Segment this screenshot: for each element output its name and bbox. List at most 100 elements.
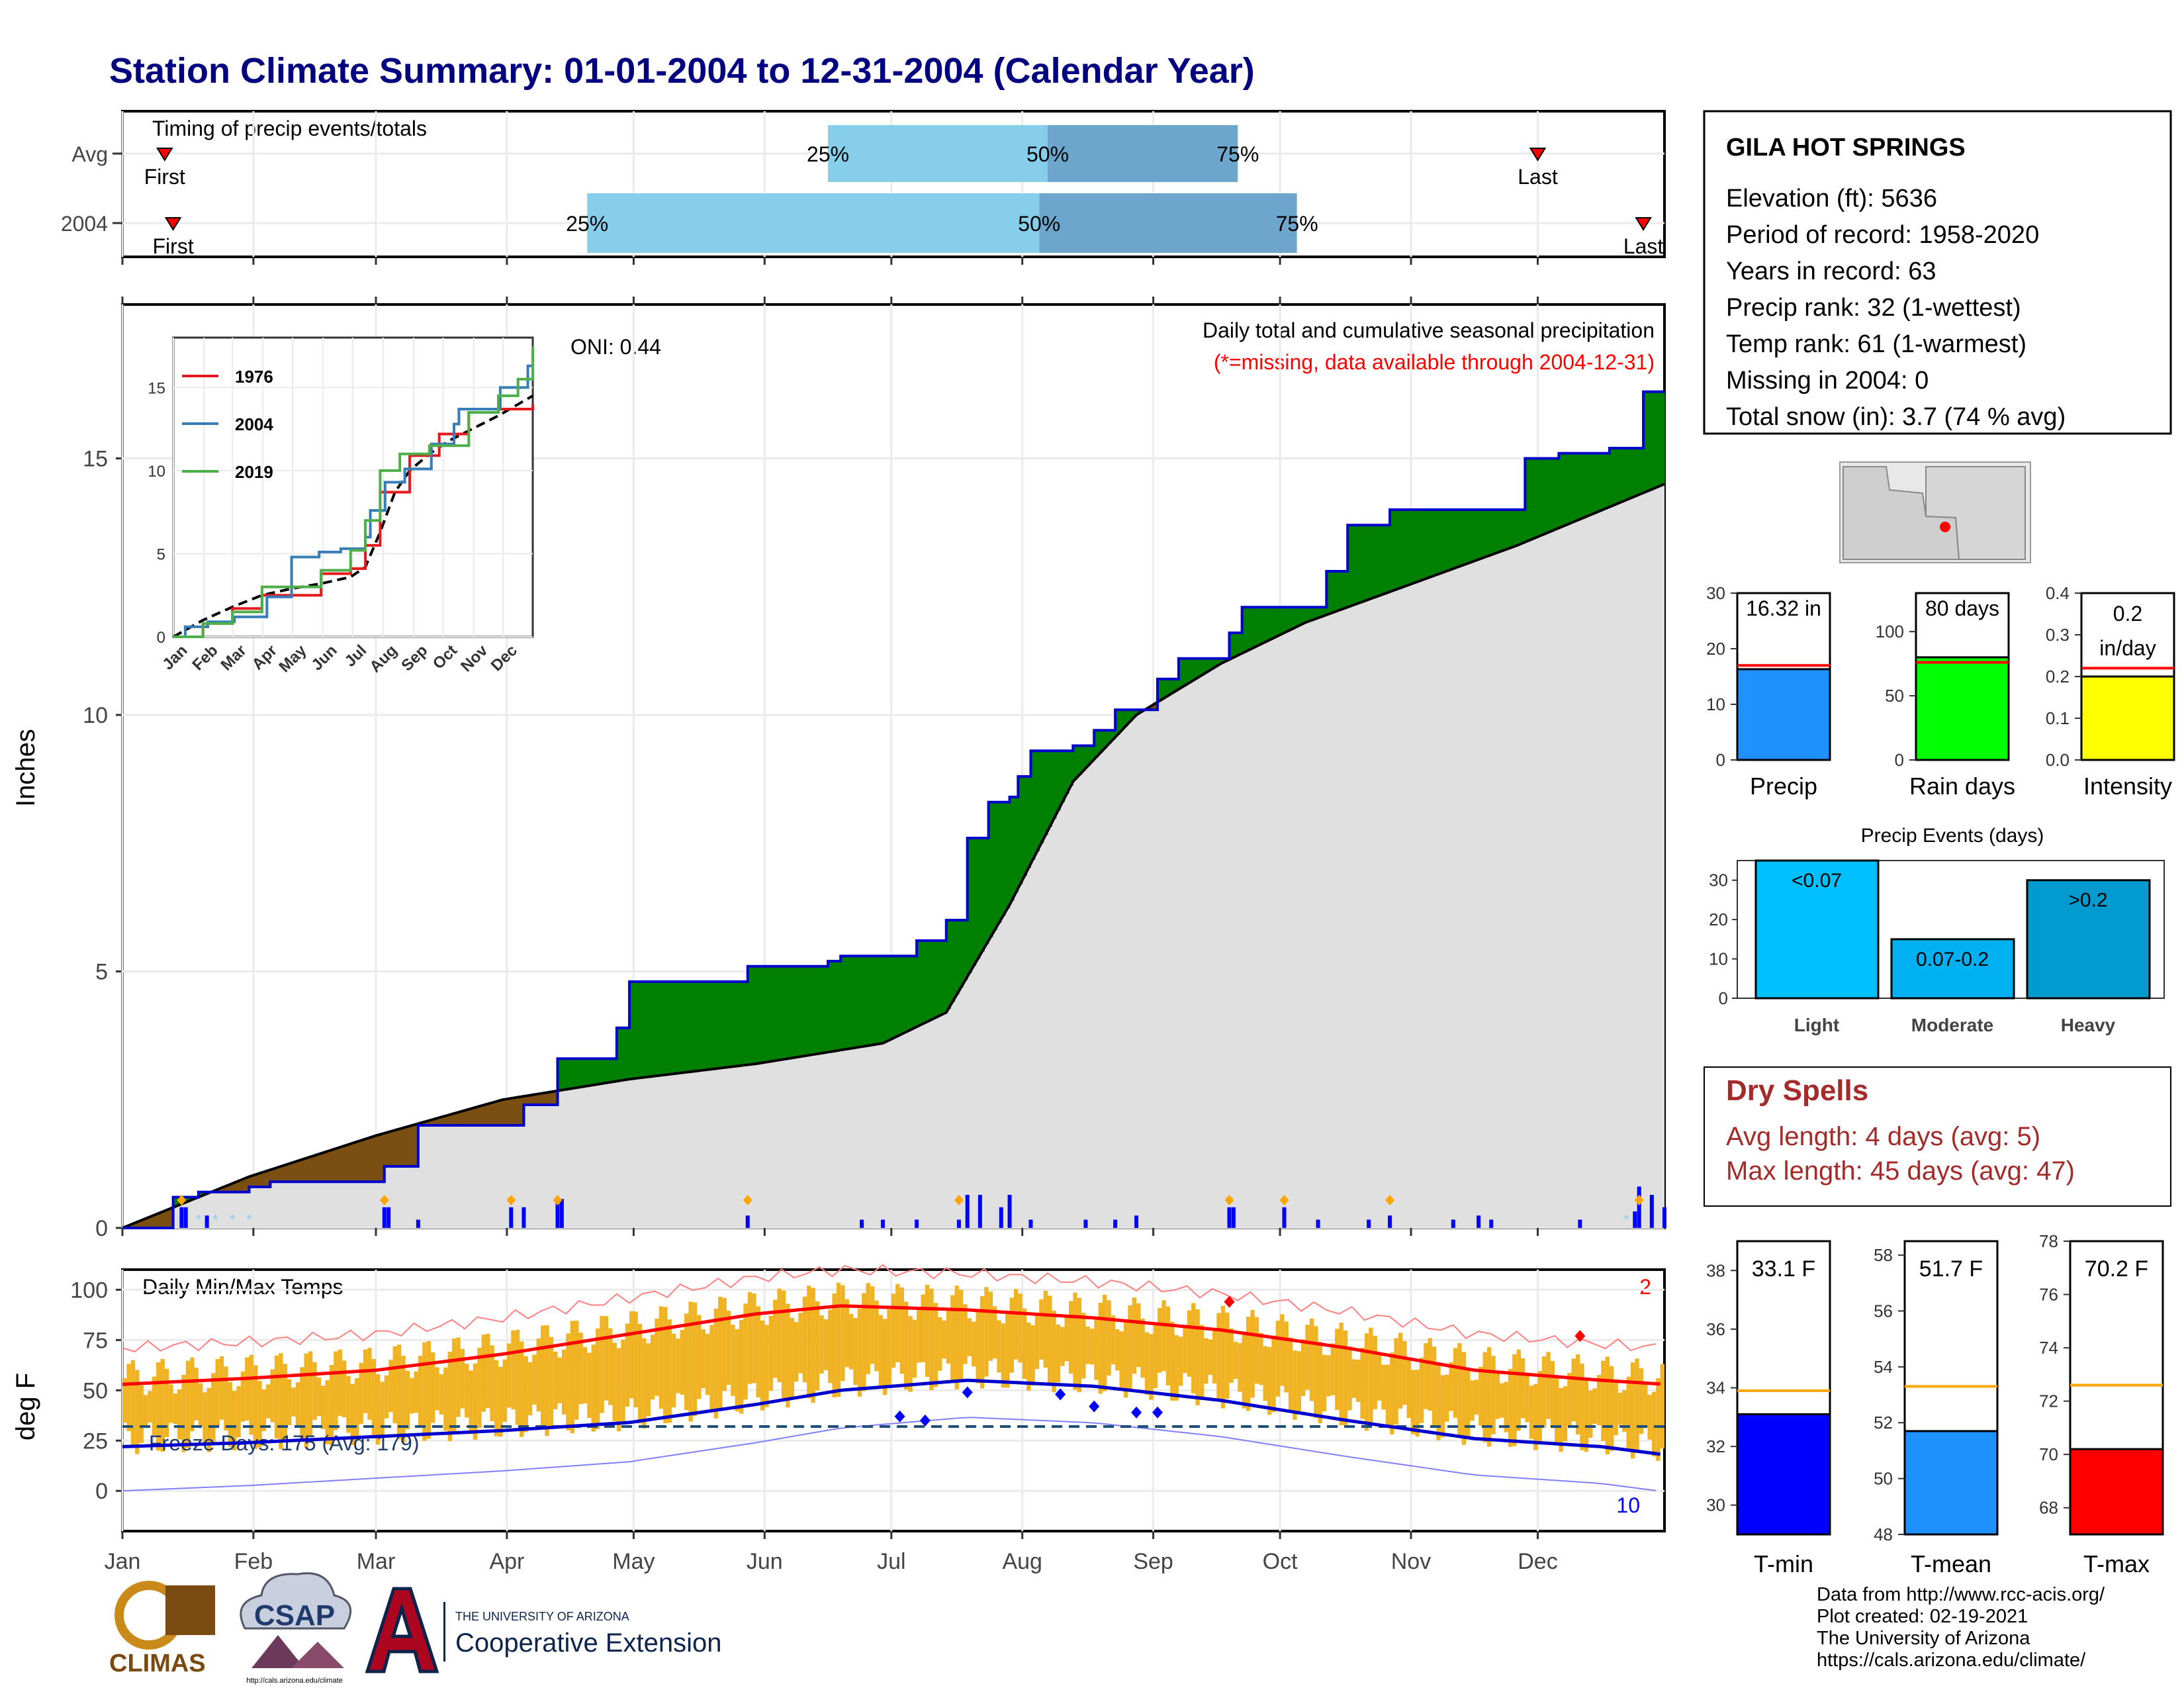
daily-temp-range-bar (1216, 1313, 1221, 1401)
below-average-fill (384, 1132, 389, 1166)
above-average-fill (1018, 776, 1023, 884)
above-average-fill (1508, 510, 1513, 548)
timing-bar-lower (828, 125, 1048, 182)
above-average-fill (997, 802, 1002, 923)
above-average-fill (1563, 453, 1568, 526)
above-average-fill (844, 956, 850, 1049)
above-average-fill (566, 1058, 571, 1090)
month-label: Mar (357, 1549, 396, 1574)
snow-icon: * (196, 1211, 202, 1228)
above-average-fill (591, 1058, 596, 1086)
daily-precip-bar (965, 1195, 970, 1228)
above-average-fill (1297, 607, 1302, 626)
below-average-fill (414, 1124, 419, 1166)
daily-precip-bar (559, 1199, 564, 1228)
daily-temp-range-bar (1432, 1346, 1437, 1427)
daily-temp-range-bar (870, 1286, 875, 1364)
daily-temp-range-bar (274, 1355, 279, 1439)
above-average-fill (967, 838, 972, 973)
below-average-fill (232, 1182, 237, 1192)
above-average-fill (1555, 458, 1560, 530)
snow-icon: * (246, 1211, 252, 1228)
daily-temp-range-bar (1183, 1325, 1187, 1374)
above-average-fill (883, 956, 888, 1043)
daily-temp-range-bar (1220, 1305, 1226, 1409)
above-average-fill (946, 920, 951, 1009)
month-label: Jan (105, 1549, 141, 1574)
daily-temp-range-bar (511, 1330, 516, 1410)
daily-temp-range-bar (954, 1286, 959, 1389)
daily-temp-range-bar (388, 1360, 393, 1413)
daily-temp-range-bar (587, 1352, 592, 1419)
daily-temp-range-bar (1529, 1385, 1534, 1439)
daily-precip-bar (860, 1219, 864, 1228)
daily-temp-range-bar (1525, 1374, 1529, 1423)
daily-temp-range-bar (1018, 1293, 1023, 1363)
daily-temp-range-bar (1596, 1375, 1602, 1426)
below-average-fill (156, 1213, 161, 1228)
above-average-fill (1394, 510, 1399, 590)
above-average-fill (1111, 730, 1116, 739)
above-average-fill (1309, 607, 1314, 621)
daily-temp-range-bar (279, 1353, 283, 1450)
csap-url: http://cals.arizona.edu/climate (246, 1677, 343, 1685)
above-average-fill (1546, 458, 1551, 533)
daily-temp-range-bar (148, 1391, 152, 1423)
daily-temp-range-bar (300, 1367, 304, 1442)
below-average-fill (447, 1114, 453, 1125)
daily-temp-range-bar (523, 1356, 528, 1432)
daily-temp-range-bar (1592, 1388, 1597, 1424)
above-average-fill (1410, 510, 1416, 584)
last-event-marker (1529, 148, 1547, 162)
station-location-marker (1940, 522, 1950, 532)
last-event-label: Last (1518, 165, 1558, 189)
daily-temp-range-bar (553, 1351, 558, 1409)
last-event-label: Last (1623, 234, 1664, 258)
daily-precip-bar (978, 1195, 982, 1228)
temp-ylabel: deg F (11, 1373, 40, 1440)
above-average-fill (1250, 607, 1255, 649)
above-average-fill (1263, 607, 1268, 642)
above-average-fill (1495, 510, 1500, 553)
above-average-fill (1449, 510, 1454, 570)
daily-temp-range-bar (697, 1315, 702, 1399)
daily-temp-range-bar (536, 1338, 541, 1412)
summary-bar-ticklabel: 0.4 (2046, 583, 2070, 603)
below-average-fill (363, 1139, 368, 1182)
daily-temp-range-bar (198, 1383, 203, 1427)
above-average-fill (1254, 607, 1259, 647)
daily-precip-bar (1633, 1211, 1637, 1228)
daily-temp-range-bar (1445, 1374, 1449, 1422)
daily-temp-range-bar (908, 1316, 913, 1392)
record-low-marker (894, 1410, 905, 1423)
above-average-fill (582, 1058, 588, 1087)
above-average-fill (811, 966, 816, 1055)
daily-temp-range-bar (422, 1342, 427, 1441)
temp-bar-value: 51.7 F (1919, 1256, 1983, 1282)
above-average-fill (713, 982, 719, 1069)
above-average-fill (1102, 730, 1107, 749)
daily-temp-range-bar (1415, 1370, 1420, 1437)
summary-bar-rain-days (1915, 656, 2010, 761)
above-average-fill (1461, 510, 1467, 565)
daily-precip-bar (1113, 1219, 1118, 1228)
daily-temp-range-bar (933, 1303, 938, 1387)
daily-temp-range-bar (1639, 1368, 1644, 1434)
below-average-fill (283, 1164, 288, 1182)
daily-precip-bar (881, 1219, 886, 1228)
above-average-fill (903, 956, 909, 1032)
daily-temp-range-bar (439, 1374, 444, 1415)
above-average-fill (1470, 510, 1475, 562)
daily-temp-range-bar (169, 1384, 173, 1423)
daily-temp-range-bar (1060, 1327, 1065, 1366)
above-average-fill (1486, 510, 1492, 556)
daily-temp-range-bar (1267, 1346, 1272, 1415)
above-average-fill (684, 982, 689, 1072)
below-average-fill (469, 1108, 474, 1125)
above-average-fill (1199, 658, 1205, 675)
average-min-temp-line (122, 1378, 1661, 1456)
record-low-marker (1131, 1406, 1142, 1419)
daily-temp-range-bar (903, 1301, 909, 1390)
daily-temp-range-bar (862, 1293, 866, 1391)
ua-logo: THE UNIVERSITY OF ARIZONA Cooperative Ex… (365, 1587, 721, 1673)
